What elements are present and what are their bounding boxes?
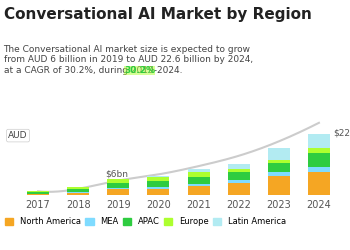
- Bar: [268, 163, 290, 172]
- Bar: [268, 172, 290, 176]
- Bar: [107, 188, 130, 189]
- Bar: [228, 172, 250, 180]
- Text: 30.2%: 30.2%: [124, 66, 155, 75]
- Bar: [27, 192, 49, 194]
- Bar: [107, 182, 130, 188]
- Bar: [308, 172, 330, 195]
- Bar: [27, 194, 49, 195]
- Bar: [188, 184, 210, 186]
- Bar: [67, 189, 89, 192]
- Bar: [308, 134, 330, 148]
- Bar: [147, 176, 169, 177]
- Bar: [228, 180, 250, 182]
- Bar: [268, 176, 290, 195]
- Bar: [308, 148, 330, 153]
- Bar: [147, 177, 169, 182]
- Bar: [268, 148, 290, 160]
- Legend: North America, MEA, APAC, Europe, Latin America: North America, MEA, APAC, Europe, Latin …: [2, 214, 289, 230]
- Bar: [147, 187, 169, 189]
- Bar: [268, 160, 290, 163]
- Bar: [188, 172, 210, 177]
- Text: The Conversational AI market size is expected to grow
from AUD 6 billion in 2019: The Conversational AI market size is exp…: [4, 45, 253, 75]
- Bar: [228, 164, 250, 170]
- Text: Conversational AI Market by Region: Conversational AI Market by Region: [4, 8, 312, 22]
- Text: AUD: AUD: [8, 131, 28, 140]
- Bar: [308, 167, 330, 172]
- Bar: [228, 182, 250, 195]
- Text: $6bn: $6bn: [105, 170, 128, 179]
- Bar: [67, 192, 89, 195]
- Text: $22.6: $22.6: [333, 128, 350, 138]
- Bar: [147, 189, 169, 195]
- Bar: [308, 153, 330, 167]
- Bar: [107, 189, 130, 195]
- Bar: [188, 186, 210, 195]
- Bar: [67, 187, 89, 189]
- Bar: [228, 170, 250, 172]
- Bar: [188, 169, 210, 172]
- Bar: [147, 182, 169, 187]
- Bar: [107, 179, 130, 182]
- Bar: [107, 178, 130, 179]
- Bar: [188, 177, 210, 184]
